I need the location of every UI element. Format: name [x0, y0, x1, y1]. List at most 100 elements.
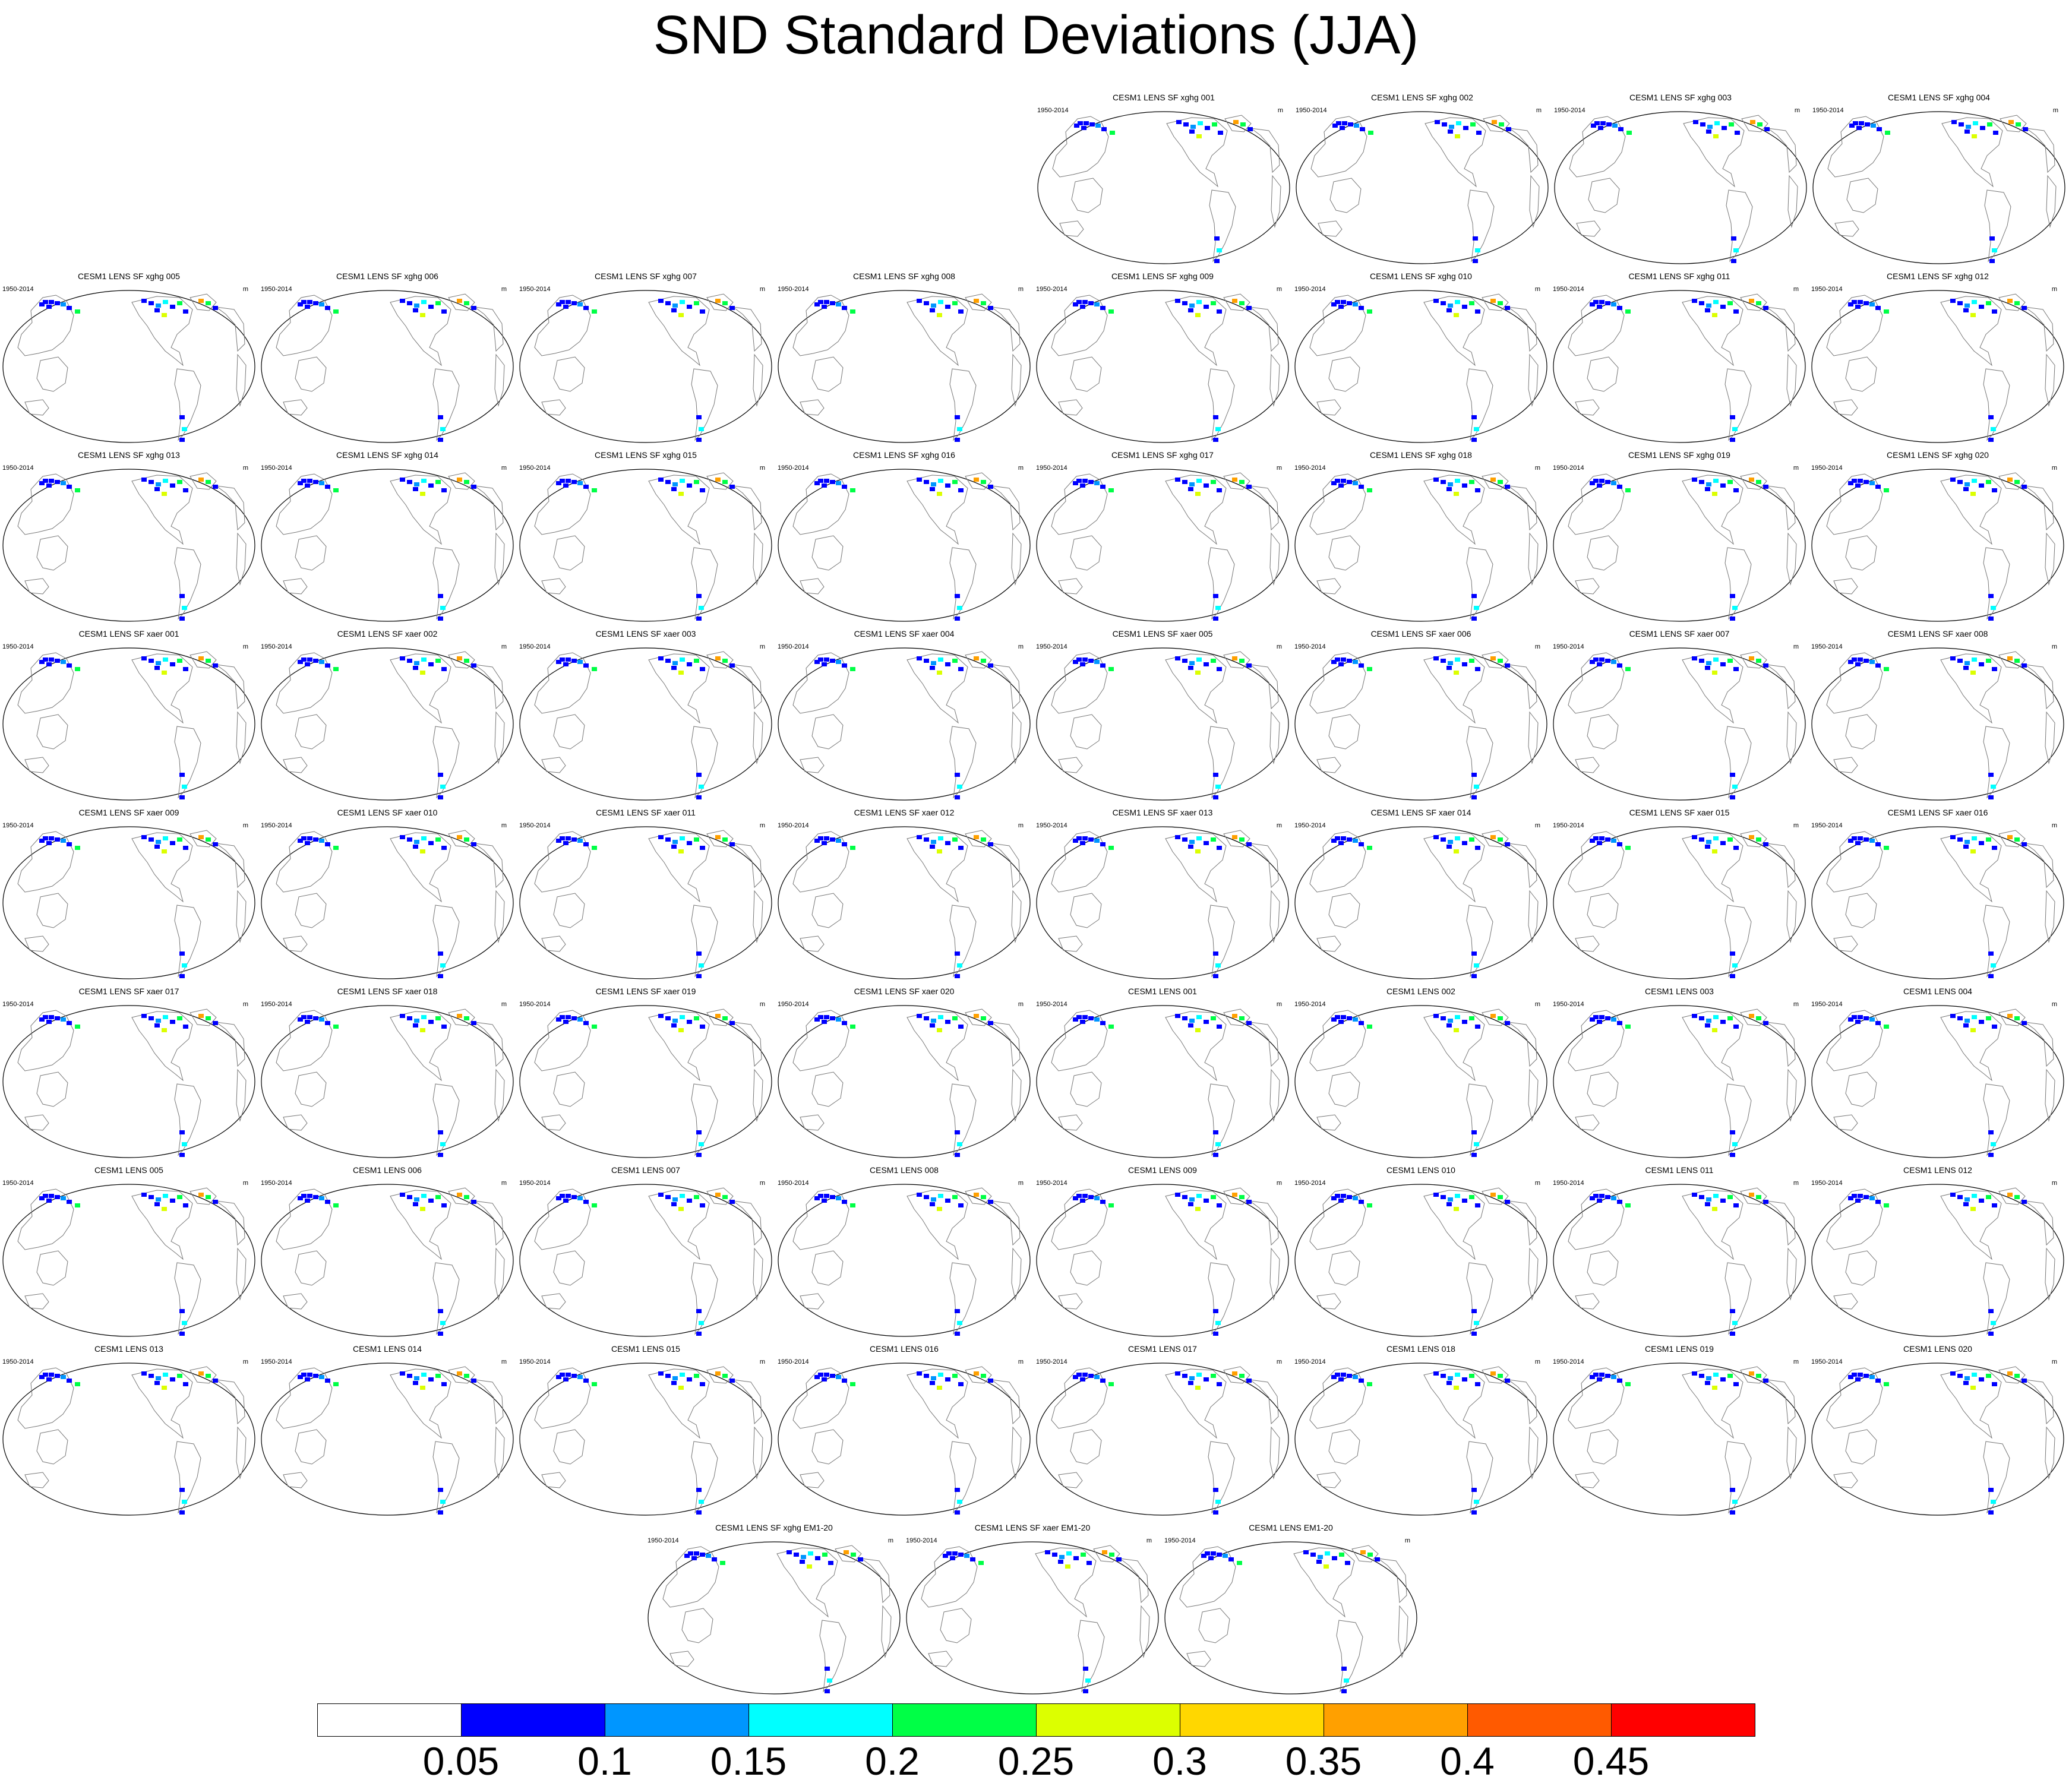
snow-variance-cell: [566, 657, 571, 662]
map-panel: CESM1 LENS SF xghg 014 1950-2014 m: [260, 450, 515, 622]
coastline: [24, 578, 49, 595]
snow-variance-cell: [1991, 606, 1996, 610]
coastline: [1587, 356, 1619, 392]
snow-variance-cell: [1713, 1194, 1719, 1198]
panel-period: 1950-2014: [1036, 464, 1067, 472]
snow-variance-cell: [563, 1020, 568, 1024]
coastline: [811, 1429, 844, 1465]
snow-variance-cell: [1471, 415, 1477, 419]
snow-variance-cell: [1848, 1375, 1853, 1379]
snow-variance-cell: [729, 842, 735, 846]
panel-units: m: [1536, 107, 1542, 114]
snow-variance-cell: [1700, 122, 1705, 127]
coastline: [1209, 189, 1236, 263]
snow-variance-cell: [1705, 487, 1710, 491]
panel-units: m: [1018, 1180, 1024, 1187]
snow-variance-cell: [1699, 1374, 1704, 1378]
snow-variance-cell: [183, 667, 188, 671]
globe-outline: [2, 1005, 255, 1158]
snow-variance-cell: [1699, 1195, 1704, 1199]
snow-variance-cell: [333, 1382, 339, 1386]
coastline: [174, 905, 201, 978]
coastline: [1827, 116, 1884, 178]
globe-outline: [519, 647, 772, 801]
panel-units: m: [759, 464, 765, 472]
snow-variance-cell: [1957, 1374, 1963, 1378]
snow-variance-cell: [1979, 841, 1984, 845]
snow-variance-cell: [1316, 1560, 1322, 1564]
snow-variance-cell: [49, 1194, 54, 1198]
snow-variance-cell: [1756, 1374, 1761, 1378]
snow-variance-cell: [830, 1374, 835, 1378]
snow-variance-cell: [1213, 951, 1218, 956]
snow-variance-cell: [563, 662, 568, 666]
panel-title: CESM1 LENS SF xaer 016: [1887, 808, 1988, 817]
projected-globe-map: [778, 1362, 1031, 1516]
snow-variance-cell: [457, 1371, 462, 1376]
snow-variance-cell: [952, 1016, 958, 1020]
snow-variance-cell: [850, 1203, 855, 1207]
coastline: [276, 1010, 333, 1071]
coastline: [1309, 295, 1366, 356]
coastline: [2025, 128, 2055, 173]
snow-variance-cell: [571, 1374, 577, 1378]
map-panel: CESM1 LENS SF xghg 002 1950-2014 m: [1294, 93, 1550, 265]
coastline: [2024, 306, 2054, 352]
snow-variance-cell: [1455, 300, 1460, 304]
snow-variance-cell: [696, 438, 702, 442]
coastline: [990, 664, 1021, 710]
snow-variance-cell: [824, 1373, 829, 1377]
map-panel: CESM1 LENS 019 1950-2014 m: [1552, 1344, 1807, 1516]
snow-variance-cell: [1213, 1130, 1218, 1134]
panel-units: m: [1534, 286, 1540, 293]
coastline: [534, 1010, 591, 1071]
snow-variance-cell: [307, 300, 312, 304]
snow-variance-cell: [945, 1199, 950, 1203]
snow-variance-cell: [1080, 1377, 1085, 1381]
snow-variance-cell: [937, 1028, 942, 1032]
snow-variance-cell: [438, 617, 443, 621]
snow-variance-cell: [1232, 1014, 1237, 1018]
coastline: [1587, 1071, 1619, 1107]
snow-variance-cell: [1858, 1194, 1863, 1198]
snow-variance-cell: [1859, 121, 1864, 125]
snow-variance-cell: [1446, 1202, 1452, 1206]
globe-outline: [261, 647, 514, 801]
coastline: [1269, 1247, 1280, 1301]
snow-variance-cell: [1471, 795, 1477, 799]
coastline: [1165, 1190, 1227, 1260]
snow-variance-cell: [1763, 1200, 1768, 1204]
coastline: [1724, 905, 1752, 978]
snow-variance-cell: [1972, 134, 1977, 138]
snow-variance-cell: [1196, 657, 1202, 662]
coastline: [1271, 175, 1281, 228]
coastline: [215, 1200, 245, 1246]
coastline: [17, 831, 74, 893]
snow-variance-cell: [1600, 121, 1606, 125]
coastline: [753, 1426, 763, 1479]
snow-variance-cell: [1446, 1023, 1452, 1028]
coastline: [494, 1426, 505, 1479]
snow-variance-cell: [1730, 617, 1735, 621]
snow-variance-cell: [556, 1017, 561, 1022]
coastline: [1786, 1247, 1797, 1301]
snow-variance-cell: [1505, 1379, 1510, 1383]
projected-globe-map: [778, 647, 1031, 801]
panel-units: m: [242, 822, 248, 829]
colorbar-box: [892, 1703, 1037, 1737]
snow-variance-cell: [1605, 1374, 1610, 1378]
snow-variance-cell: [1442, 122, 1447, 127]
panel-units: m: [1793, 286, 1799, 293]
globe-outline: [1811, 1005, 2064, 1158]
snow-variance-cell: [183, 1382, 188, 1386]
snow-variance-cell: [154, 845, 160, 849]
coastline: [1011, 1426, 1022, 1479]
snow-variance-cell: [694, 301, 699, 305]
snow-variance-cell: [1855, 841, 1861, 845]
snow-variance-cell: [1182, 301, 1187, 305]
coastline: [691, 368, 718, 441]
snow-variance-cell: [1367, 1553, 1373, 1557]
snow-variance-cell: [414, 661, 419, 665]
coastline: [1940, 1190, 2002, 1260]
snow-variance-cell: [1462, 305, 1467, 309]
